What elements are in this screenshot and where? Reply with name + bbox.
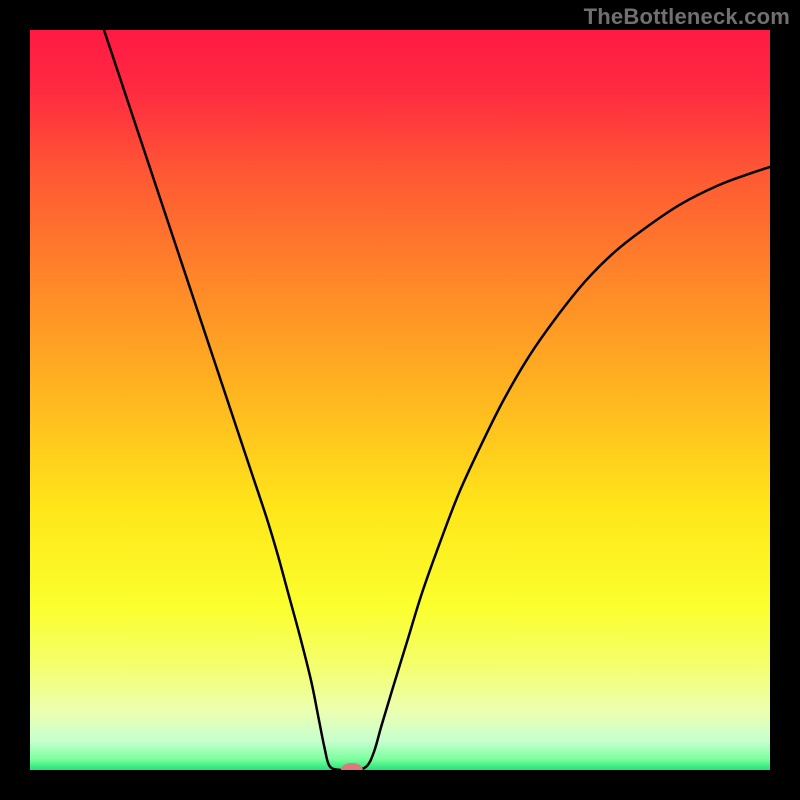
bottleneck-chart [0, 0, 800, 800]
chart-container: TheBottleneck.com [0, 0, 800, 800]
watermark-text: TheBottleneck.com [584, 4, 790, 30]
